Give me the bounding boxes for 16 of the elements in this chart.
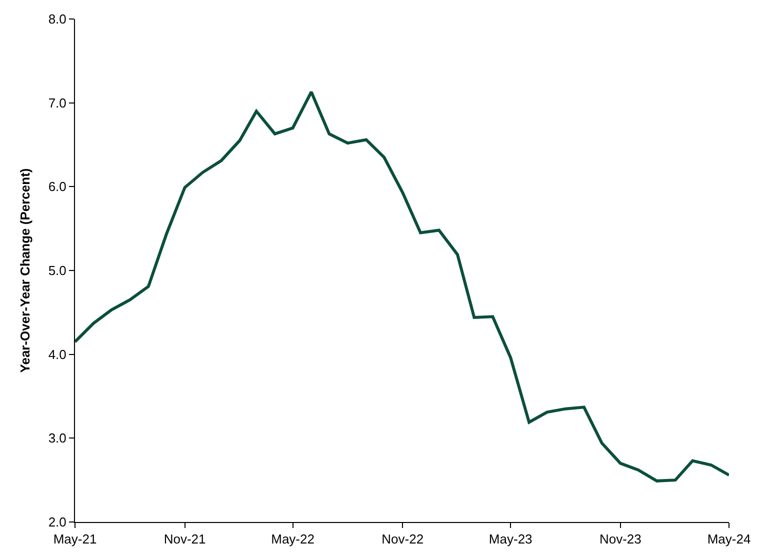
y-tick-label: 6.0 [48, 179, 66, 194]
x-tick-label: May-21 [53, 532, 97, 547]
y-tick-label: 5.0 [48, 263, 66, 278]
y-tick-label: 2.0 [48, 514, 66, 530]
y-axis-title: Year-Over-Year Change (Percent) [17, 168, 32, 373]
x-tick-label: May-24 [707, 532, 751, 547]
x-tick-label: Nov-23 [599, 532, 642, 547]
line-series [75, 90, 729, 482]
y-tick-label: 7.0 [48, 95, 66, 110]
x-tick-label: May-23 [488, 532, 532, 547]
y-tick-label: 3.0 [48, 430, 66, 446]
y-tick-label: 8.0 [48, 12, 66, 27]
x-tick-label: Nov-21 [164, 532, 206, 547]
x-tick-label: Nov-22 [382, 532, 424, 547]
x-tick-label: May-22 [271, 532, 314, 547]
y-tick-label: 4.0 [48, 346, 66, 362]
